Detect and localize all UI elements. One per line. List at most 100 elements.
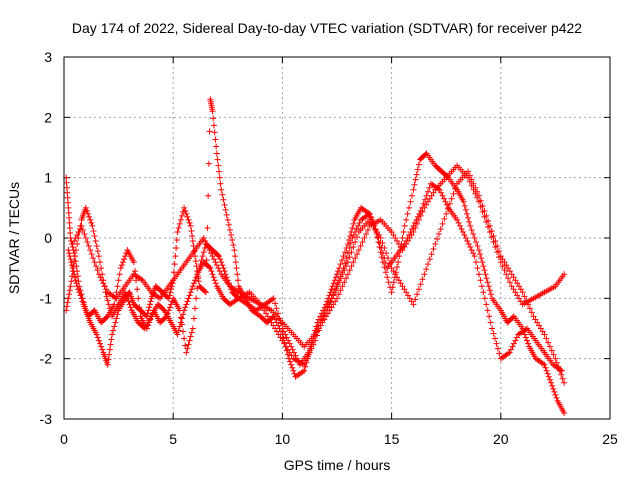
data-point bbox=[532, 316, 539, 323]
data-point bbox=[374, 228, 381, 235]
data-point bbox=[88, 251, 95, 258]
data-point bbox=[71, 250, 78, 257]
data-point bbox=[363, 230, 370, 237]
data-point bbox=[192, 258, 199, 265]
data-point bbox=[512, 337, 519, 344]
data-point bbox=[79, 226, 86, 233]
data-point bbox=[288, 343, 295, 350]
data-point bbox=[230, 242, 237, 249]
data-point bbox=[183, 349, 190, 356]
data-points bbox=[63, 96, 568, 416]
data-point bbox=[212, 280, 219, 287]
data-point bbox=[490, 239, 497, 246]
data-point bbox=[337, 261, 344, 268]
data-point bbox=[379, 259, 386, 266]
data-point bbox=[209, 253, 216, 260]
data-point bbox=[187, 222, 194, 229]
data-point bbox=[346, 254, 353, 261]
data-point bbox=[395, 277, 402, 284]
data-point bbox=[127, 304, 134, 311]
data-point bbox=[487, 291, 494, 298]
data-point bbox=[468, 182, 475, 189]
data-point bbox=[174, 331, 181, 338]
data-point bbox=[98, 277, 105, 284]
data-point bbox=[482, 271, 489, 278]
data-point bbox=[481, 267, 488, 274]
data-point bbox=[186, 292, 193, 299]
data-point bbox=[122, 253, 129, 260]
data-point bbox=[116, 271, 123, 278]
data-point bbox=[210, 115, 217, 122]
data-point bbox=[65, 247, 72, 254]
data-point bbox=[432, 241, 439, 248]
data-point bbox=[480, 263, 487, 270]
data-point bbox=[312, 337, 319, 344]
data-point bbox=[552, 355, 559, 362]
data-point bbox=[67, 256, 74, 263]
data-point bbox=[103, 286, 110, 293]
data-point bbox=[190, 280, 197, 287]
data-point bbox=[419, 276, 426, 283]
data-point bbox=[545, 373, 552, 380]
data-point bbox=[160, 306, 167, 313]
x-tick-label: 0 bbox=[60, 431, 68, 447]
x-tick-label: 10 bbox=[275, 431, 291, 447]
data-point bbox=[332, 298, 339, 305]
data-point bbox=[483, 275, 490, 282]
data-point bbox=[321, 316, 328, 323]
data-point bbox=[561, 379, 568, 386]
data-point bbox=[71, 238, 78, 245]
data-point bbox=[462, 235, 469, 241]
data-point bbox=[299, 368, 306, 375]
data-point bbox=[229, 237, 236, 244]
data-point bbox=[67, 283, 74, 290]
data-point bbox=[536, 322, 543, 329]
data-point bbox=[557, 366, 564, 373]
data-point bbox=[410, 301, 417, 308]
data-point bbox=[330, 280, 337, 287]
data-point bbox=[93, 331, 100, 338]
data-point bbox=[493, 340, 500, 347]
data-point bbox=[192, 305, 199, 312]
data-point bbox=[66, 224, 73, 231]
data-point bbox=[173, 245, 180, 252]
data-point bbox=[82, 235, 89, 241]
x-tick-label: 5 bbox=[169, 431, 177, 447]
data-point bbox=[208, 268, 215, 275]
data-point bbox=[343, 275, 350, 282]
data-point bbox=[522, 326, 529, 333]
data-point bbox=[462, 206, 469, 213]
data-point bbox=[94, 267, 101, 274]
data-point bbox=[510, 286, 517, 293]
data-point bbox=[77, 292, 84, 299]
data-point bbox=[349, 224, 356, 231]
data-point bbox=[135, 295, 142, 302]
data-point bbox=[75, 228, 82, 235]
data-point bbox=[138, 276, 145, 283]
data-point bbox=[170, 269, 177, 276]
data-point bbox=[548, 379, 555, 386]
data-point bbox=[98, 265, 105, 272]
data-point bbox=[104, 297, 111, 304]
data-point bbox=[552, 391, 559, 398]
data-point bbox=[216, 168, 223, 175]
data-point bbox=[403, 241, 410, 248]
data-point bbox=[63, 184, 70, 191]
data-point bbox=[388, 228, 395, 235]
data-point bbox=[183, 301, 190, 308]
data-point bbox=[233, 265, 240, 272]
data-point bbox=[200, 249, 207, 256]
data-point bbox=[285, 337, 292, 344]
data-point bbox=[342, 260, 349, 267]
data-point bbox=[234, 296, 241, 303]
data-point bbox=[385, 279, 392, 286]
data-point bbox=[408, 225, 415, 232]
data-point bbox=[444, 173, 451, 180]
data-point bbox=[344, 271, 351, 278]
data-point bbox=[95, 271, 102, 278]
data-point bbox=[384, 255, 391, 262]
data-point bbox=[205, 244, 212, 251]
data-point bbox=[546, 376, 553, 383]
data-point bbox=[211, 277, 218, 284]
data-point bbox=[273, 305, 280, 312]
